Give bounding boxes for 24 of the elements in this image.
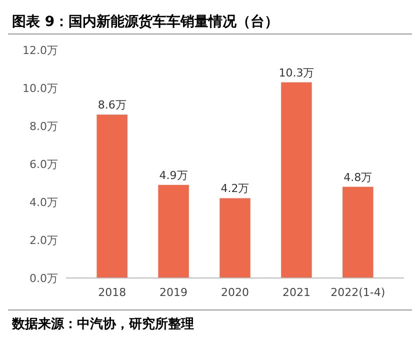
y-tick-label: 10.0万 — [22, 82, 58, 95]
source-note: 数据来源：中汽协，研究所整理 — [11, 316, 194, 332]
y-tick-label: 4.0万 — [30, 196, 58, 209]
x-tick-label: 2020 — [221, 286, 249, 299]
x-tick-label: 2019 — [160, 286, 188, 299]
bar — [342, 186, 374, 278]
x-tick-label: 2021 — [282, 286, 310, 299]
y-tick-label: 12.0万 — [22, 44, 58, 57]
y-tick-label: 8.0万 — [30, 120, 58, 133]
y-tick-label: 0.0万 — [30, 272, 58, 285]
bar — [281, 82, 312, 278]
bar — [220, 198, 250, 278]
data-label: 10.3万 — [278, 66, 314, 80]
data-label: 4.8万 — [344, 170, 372, 184]
x-tick-label: 2022(1-4) — [330, 286, 386, 299]
y-tick-label: 2.0万 — [30, 234, 58, 247]
y-tick-label: 6.0万 — [30, 158, 58, 171]
bar — [158, 184, 189, 278]
bar — [96, 114, 128, 278]
data-label: 4.2万 — [220, 182, 250, 196]
data-label: 4.9万 — [159, 168, 188, 182]
chart-title: 图表 9：国内新能源货车车销量情况（台） — [12, 13, 279, 30]
x-tick-label: 2018 — [98, 286, 126, 299]
data-label: 8.6万 — [98, 98, 126, 112]
